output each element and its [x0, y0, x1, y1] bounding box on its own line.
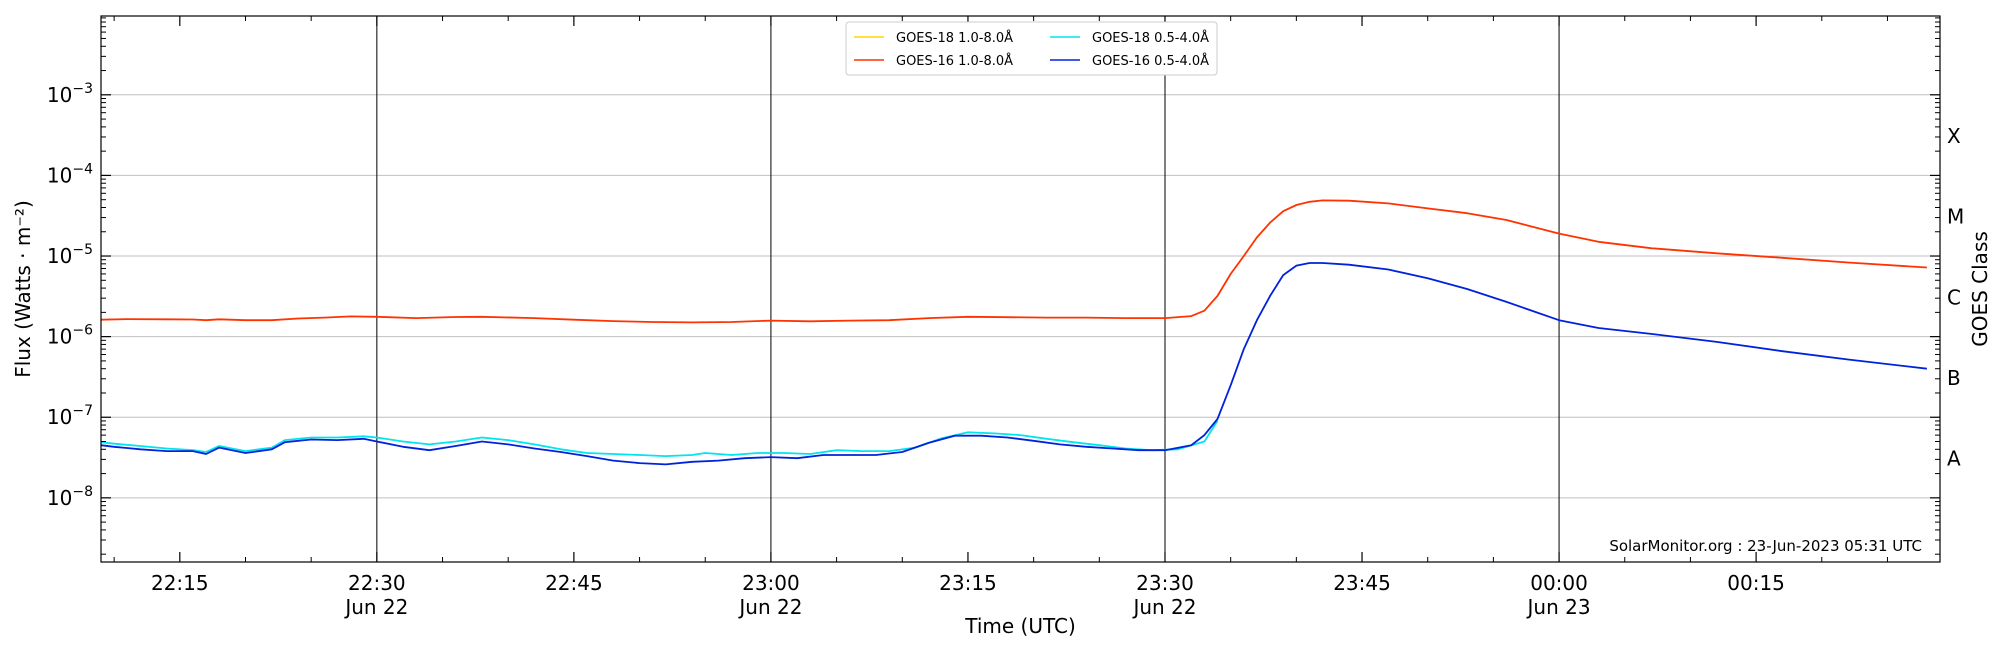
x-tick-time-label: 23:00: [742, 571, 800, 595]
goes-class-label: X: [1947, 124, 1961, 148]
legend-box: [845, 21, 1218, 76]
goes-class-labels: A B C M X: [1947, 124, 1964, 470]
flux-series: [100, 199, 1928, 466]
goes-class-label: B: [1947, 366, 1961, 390]
grid-lines: [101, 94, 1940, 499]
goes-class-label: M: [1947, 205, 1964, 229]
legend-entry-label: GOES-18 0.5-4.0Å: [1092, 30, 1209, 46]
goes-class-label: C: [1947, 285, 1961, 309]
legend: GOES-18 1.0-8.0Å GOES-18 0.5-4.0Å GOES-1…: [845, 21, 1218, 76]
x-tick-time-label: 23:30: [1136, 571, 1194, 595]
y-tick-label: 10−6: [47, 323, 93, 349]
x-tick-time-label: 22:15: [151, 571, 209, 595]
footer-credit: SolarMonitor.org : 23-Jun-2023 05:31 UTC: [1609, 537, 1922, 555]
x-tick-time-label: 00:15: [1727, 571, 1785, 595]
y-tick-label: 10−4: [47, 161, 93, 187]
legend-entry-label: GOES-16 1.0-8.0Å: [896, 53, 1013, 69]
right-axis-title: GOES Class: [1968, 231, 1992, 347]
y-tick-label: 10−8: [47, 484, 93, 510]
series-line-goes-16-0-5-4-0: [100, 262, 1928, 466]
x-tick-time-label: 00:00: [1530, 571, 1588, 595]
x-tick-date-label: Jun 22: [737, 595, 802, 619]
x-tick-time-label: 23:45: [1333, 571, 1391, 595]
y-tick-label: 10−7: [47, 403, 93, 429]
legend-entry-label: GOES-16 0.5-4.0Å: [1092, 53, 1209, 69]
x-tick-date-label: Jun 22: [343, 595, 408, 619]
plot-area-frame: [100, 15, 1941, 563]
series-line-goes-16-1-0-8-0: [100, 199, 1927, 324]
x-tick-time-label: 23:15: [939, 571, 997, 595]
series-line-goes-18-0-5-4-0: [100, 420, 1219, 457]
x-tick-time-label: 22:45: [545, 571, 603, 595]
x-axis-title: Time (UTC): [964, 614, 1076, 638]
y-axis-ticks: 10−8 10−7 10−6 10−5 10−4 10−3: [47, 17, 1940, 555]
x-tick-date-label: Jun 22: [1131, 595, 1196, 619]
x-tick-time-label: 22:30: [348, 571, 406, 595]
legend-entry-label: GOES-18 1.0-8.0Å: [896, 30, 1013, 46]
y-tick-label: 10−3: [47, 81, 93, 107]
goes-class-label: A: [1947, 447, 1961, 471]
y-axis-title: Flux (Watts · m⁻²): [11, 200, 35, 378]
x-tick-date-label: Jun 23: [1526, 595, 1591, 619]
y-tick-label: 10−5: [47, 242, 93, 268]
day-boundary-lines: [376, 16, 1560, 562]
